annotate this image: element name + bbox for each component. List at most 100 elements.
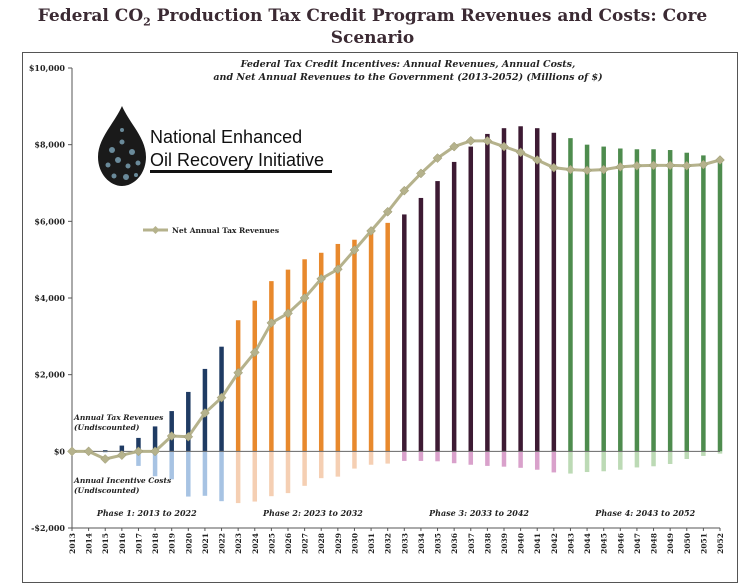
cost-bar	[335, 451, 341, 477]
revenue-bar	[368, 230, 374, 452]
revenue-bar	[302, 259, 307, 452]
net-revenue-point	[332, 264, 343, 275]
cost-bar	[235, 451, 241, 504]
cost-bar	[202, 451, 208, 496]
chart-frame	[22, 52, 738, 583]
cost-bar	[368, 451, 374, 465]
net-revenue-point	[499, 141, 509, 152]
cost-bar	[451, 451, 457, 464]
net-revenue-point	[249, 347, 260, 358]
net-revenue-point	[299, 293, 310, 303]
x-tick-label: 2033	[400, 533, 409, 554]
cost-bar	[269, 451, 274, 497]
revenue-bar	[601, 146, 606, 452]
net-revenue-point	[449, 141, 460, 152]
net-revenue-point	[183, 431, 194, 442]
revenue-bar	[102, 450, 108, 452]
cost-bar	[169, 451, 174, 480]
revenue-bar	[518, 126, 523, 452]
x-tick-label: 2016	[118, 533, 127, 554]
x-tick-label: 2028	[317, 533, 326, 554]
x-tick-label: 2036	[450, 533, 459, 554]
x-tick-label: 2034	[417, 533, 426, 554]
net-revenue-point	[482, 135, 493, 146]
y-tick-label: $2,000	[34, 370, 65, 380]
cost-bar	[252, 451, 258, 502]
y-tick-label: $4,000	[34, 293, 65, 303]
revenue-bar	[252, 300, 258, 452]
net-revenue-point	[67, 446, 77, 457]
cost-bar	[634, 451, 640, 468]
revenue-bar	[551, 132, 557, 452]
x-tick-label: 2047	[633, 533, 642, 554]
oil-drop-icon	[98, 106, 146, 186]
page-title: Federal CO2 Production Tax Credit Progra…	[0, 6, 745, 48]
cost-bar	[152, 451, 158, 477]
page-title-suffix: Production Tax Credit Program Revenues a…	[150, 6, 708, 49]
x-tick-label: 2050	[683, 533, 692, 554]
net-revenue-point	[216, 392, 227, 403]
cost-bar	[468, 451, 474, 465]
x-tick-label: 2029	[334, 533, 343, 554]
cost-bar	[717, 451, 723, 454]
net-revenue-point	[316, 273, 327, 284]
x-tick-label: 2051	[699, 533, 708, 554]
x-tick-label: 2035	[434, 533, 443, 554]
cost-annotation: Annual Incentive Costs (Undiscounted)	[73, 476, 172, 495]
x-tick-label: 2014	[85, 533, 94, 554]
revenue-bar	[269, 281, 274, 452]
x-tick-label: 2013	[68, 533, 77, 554]
net-revenue-point	[366, 226, 376, 236]
revenue-bar	[634, 149, 640, 452]
x-tick-label: 2040	[517, 533, 526, 554]
net-revenue-point	[416, 168, 426, 179]
x-tick-label: 2045	[600, 533, 609, 554]
cost-annotation-line1: Annual Incentive Costs	[73, 476, 172, 485]
x-tick-label: 2037	[467, 533, 476, 554]
revenue-bar	[136, 437, 141, 452]
revenue-bar	[534, 128, 540, 452]
x-tick-label: 2022	[218, 533, 227, 554]
net-revenue-point	[382, 206, 393, 217]
revenue-bar	[584, 144, 590, 452]
net-revenue-point	[133, 446, 144, 457]
x-tick-label: 2024	[251, 533, 260, 554]
phase-labels: Phase 1: 2013 to 2022 Phase 2: 2023 to 20…	[96, 508, 696, 518]
x-tick-label: 2048	[650, 533, 659, 554]
cost-bar	[568, 451, 573, 474]
x-tick-label: 2039	[500, 533, 509, 554]
legend-marker	[151, 226, 160, 234]
cost-bar	[318, 451, 324, 479]
logo-line2: Oil Recovery Initiative	[150, 150, 324, 170]
y-tick-label: $0	[54, 446, 66, 456]
cost-bar	[219, 451, 224, 502]
revenue-bar	[501, 128, 507, 452]
net-revenue-point	[582, 165, 592, 176]
net-revenue-point	[548, 162, 559, 173]
page-title-subscript: 2	[143, 15, 151, 29]
revenue-bar	[385, 222, 390, 452]
cost-bar	[352, 451, 357, 469]
x-tick-label: 2042	[550, 533, 559, 554]
net-revenue-point	[100, 454, 111, 464]
net-revenue-point	[432, 153, 443, 163]
net-revenue-point	[515, 147, 526, 158]
x-tick-label: 2021	[201, 533, 210, 554]
revenue-bar	[152, 426, 158, 452]
cost-bar	[385, 451, 390, 464]
net-revenue-point	[465, 135, 476, 146]
cost-bar	[418, 451, 424, 461]
cost-bar	[601, 451, 606, 472]
x-tick-label: 2031	[367, 533, 376, 554]
net-revenue-point	[166, 431, 177, 441]
cost-bar	[186, 451, 191, 497]
cost-bar	[518, 451, 523, 468]
net-revenue-point	[349, 245, 360, 255]
y-tick-label: -$2,000	[31, 523, 65, 533]
phase-label: Phase 2: 2023 to 2032	[262, 508, 363, 518]
net-revenue-point	[116, 450, 127, 461]
revenue-bar	[468, 146, 474, 452]
revenue-bar	[352, 239, 357, 452]
revenue-bar	[717, 158, 723, 452]
cost-bar	[485, 451, 490, 466]
